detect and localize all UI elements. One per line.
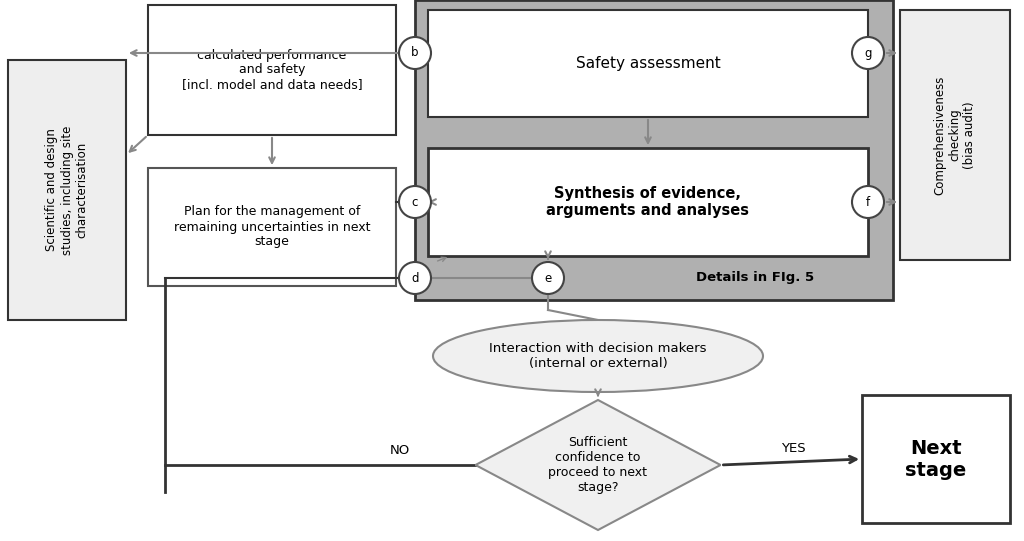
Bar	[148, 5, 396, 135]
Text: c: c	[412, 195, 418, 208]
Circle shape	[399, 186, 431, 218]
Text: f: f	[866, 195, 870, 208]
Text: Comprehensiveness
checking
(bias audit): Comprehensiveness checking (bias audit)	[934, 75, 977, 195]
Bar	[428, 10, 868, 117]
Bar	[8, 60, 126, 320]
Text: Sufficient
confidence to
proceed to next
stage?: Sufficient confidence to proceed to next…	[549, 436, 647, 494]
Text: g: g	[864, 47, 871, 60]
Bar	[862, 395, 1010, 523]
Bar	[428, 148, 868, 256]
Circle shape	[399, 37, 431, 69]
Text: Safety assessment: Safety assessment	[575, 56, 720, 71]
Text: Plan for the management of
remaining uncertainties in next
stage: Plan for the management of remaining unc…	[174, 206, 371, 248]
Circle shape	[852, 37, 884, 69]
Text: YES: YES	[780, 441, 805, 454]
Ellipse shape	[433, 320, 763, 392]
Circle shape	[852, 186, 884, 218]
Text: Interaction with decision makers
(internal or external): Interaction with decision makers (intern…	[489, 342, 707, 370]
Text: Scientific and design
studies, including site
characterisation: Scientific and design studies, including…	[45, 126, 88, 255]
Bar	[900, 10, 1010, 260]
Text: Details in FIg. 5: Details in FIg. 5	[696, 272, 814, 285]
Text: e: e	[545, 272, 552, 285]
Polygon shape	[475, 400, 721, 530]
Bar	[415, 0, 893, 300]
Text: NO: NO	[390, 444, 411, 457]
Bar	[148, 168, 396, 286]
Text: b: b	[412, 47, 419, 60]
Text: Next
stage: Next stage	[905, 439, 967, 479]
Circle shape	[399, 262, 431, 294]
Text: d: d	[412, 272, 419, 285]
Circle shape	[532, 262, 564, 294]
Text: calculated performance
and safety
[incl. model and data needs]: calculated performance and safety [incl.…	[181, 49, 362, 91]
Text: Synthesis of evidence,
arguments and analyses: Synthesis of evidence, arguments and ana…	[547, 186, 750, 218]
